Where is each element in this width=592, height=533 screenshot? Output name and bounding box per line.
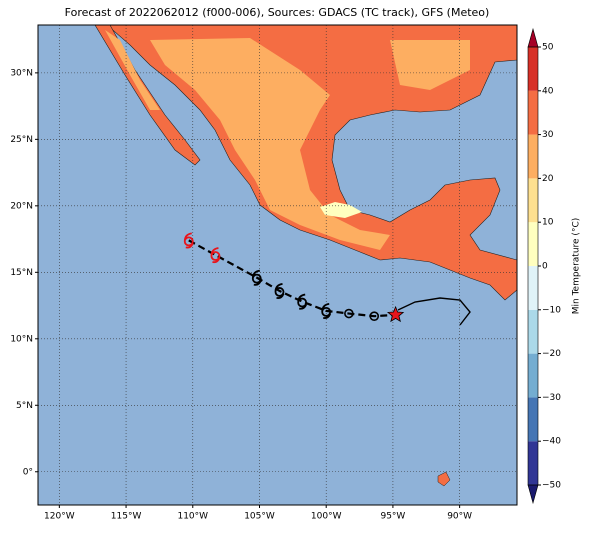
colorbar-tick-label: −50 (542, 481, 561, 491)
cyclone-marker (274, 283, 285, 299)
x-tick-label: 100°W (311, 512, 342, 522)
x-tick-label: 105°W (244, 512, 275, 522)
islands (437, 471, 451, 487)
colorbar-tick-label: 50 (542, 43, 554, 53)
track (183, 232, 405, 323)
colorbar-tick-label: 10 (542, 218, 554, 228)
colorbar-tick-label: 20 (542, 174, 554, 184)
cyclone-marker (321, 302, 332, 319)
colorbar-tick-label: −40 (542, 437, 561, 447)
colorbar-tick-label: −10 (542, 305, 561, 315)
map-area (38, 25, 517, 505)
y-tick-label: 10°N (10, 334, 33, 344)
colorbar-segment (528, 47, 538, 91)
cyclone-marker (183, 232, 194, 249)
track-line (188, 239, 396, 318)
colorbar-segment (528, 134, 538, 179)
colorbar-tick-label: −30 (542, 393, 561, 403)
map-frame (37, 24, 518, 506)
y-tick-label: 25°N (10, 135, 33, 145)
x-tick-label: 90°W (447, 512, 472, 522)
x-tick-label: 120°W (44, 512, 75, 522)
y-tick-label: 15°N (10, 268, 33, 278)
colorbar-label: Min Temperature (°C) (572, 218, 582, 315)
land-warm (105, 30, 470, 250)
chart-title: Forecast of 2022062012 (f000-006), Sourc… (65, 6, 490, 19)
colorbar-segment (528, 441, 538, 485)
colorbar-tick-label: 0 (542, 262, 548, 272)
colorbar-segment (528, 222, 538, 266)
y-tick-label: 30°N (10, 68, 33, 78)
colorbar: −50 −40 −30 −20 −10 0 10 20 30 40 50 (527, 27, 561, 505)
colorbar-segment (528, 353, 538, 398)
colorbar-segment (528, 397, 538, 442)
x-tick-label: 115°W (111, 512, 142, 522)
colorbar-over (527, 27, 539, 48)
colorbar-segment (528, 266, 538, 310)
land-cool (320, 202, 362, 218)
grid (38, 25, 517, 505)
y-tick-label: 20°N (10, 201, 33, 211)
cyclone-marker (251, 269, 262, 286)
current-position (386, 305, 405, 323)
coastline (397, 297, 471, 326)
colorbar-tick-label: 30 (542, 130, 554, 140)
colorbar-under (527, 484, 539, 505)
x-tick-label: 110°W (177, 512, 208, 522)
colorbar-tick-label: −20 (542, 349, 561, 359)
y-tick-label: 0° (23, 467, 33, 477)
forecast-point (369, 311, 380, 321)
colorbar-segment (528, 178, 538, 223)
forecast-point (344, 308, 354, 319)
colorbar-segment (528, 309, 538, 354)
colorbar-segment (528, 90, 538, 135)
cyclone-marker (210, 247, 221, 264)
cyclone-marker (297, 293, 308, 310)
x-tick-label: 95°W (380, 512, 405, 522)
y-tick-label: 5°N (16, 401, 33, 411)
colorbar-tick-label: 40 (542, 86, 554, 96)
